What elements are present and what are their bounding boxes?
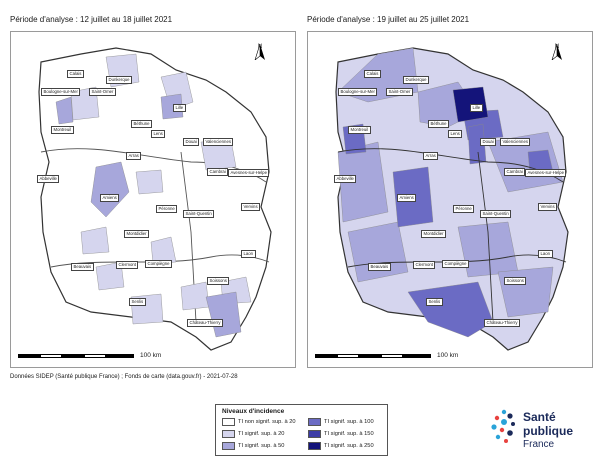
city-label: Compiègne bbox=[145, 260, 172, 268]
city-label: Abbeville bbox=[334, 175, 357, 183]
city-label: Château-Thierry bbox=[187, 319, 224, 327]
city-label: Boulogne-sur-Mer bbox=[338, 88, 378, 96]
scale-label-left: 100 km bbox=[140, 352, 162, 359]
city-label: Lille bbox=[470, 104, 483, 112]
city-label: Boulogne-sur-Mer bbox=[41, 88, 81, 96]
legend-swatch bbox=[308, 442, 321, 450]
city-label: Montreuil bbox=[51, 126, 74, 134]
city-label: Lens bbox=[151, 130, 166, 138]
scale-bar-left bbox=[18, 354, 134, 358]
city-label: Cambrai bbox=[207, 168, 229, 176]
north-arrow-right: N bbox=[550, 44, 564, 60]
legend: Niveaux d'incidence TI non signif. sup. … bbox=[215, 404, 388, 456]
city-label: Péronne bbox=[453, 205, 475, 213]
city-label: Valenciennes bbox=[203, 138, 234, 146]
city-label: Saint-Omer bbox=[386, 88, 413, 96]
city-label: Saint-Omer bbox=[89, 88, 116, 96]
city-label: Valenciennes bbox=[500, 138, 531, 146]
legend-swatch bbox=[222, 430, 235, 438]
logo-line-1: Santé bbox=[523, 410, 556, 424]
legend-swatch bbox=[222, 418, 235, 426]
city-label: Saint-Quentin bbox=[480, 210, 512, 218]
region-shape-right bbox=[335, 47, 569, 351]
city-label: Vervins bbox=[241, 203, 261, 211]
city-label: Montdidier bbox=[124, 230, 150, 238]
logo-line-2: publique bbox=[523, 424, 573, 438]
map-left: N Calais Dunkerque Boulogne-sur-Mer Sain… bbox=[10, 31, 296, 368]
north-arrow-left: N bbox=[253, 44, 267, 60]
city-label: Laon bbox=[538, 250, 553, 258]
city-label: Beauvais bbox=[71, 263, 94, 271]
map-title-right: Période d'analyse : 19 juillet au 25 jui… bbox=[307, 15, 470, 24]
city-label: Douai bbox=[480, 138, 497, 146]
logo-dots-icon bbox=[491, 409, 515, 443]
city-label: Péronne bbox=[156, 205, 178, 213]
city-label: Lens bbox=[448, 130, 463, 138]
city-label: Senlis bbox=[129, 298, 146, 306]
legend-swatch bbox=[308, 430, 321, 438]
legend-item: TI non signif. sup. à 20 bbox=[222, 418, 296, 426]
city-label: Cambrai bbox=[504, 168, 526, 176]
city-label: Abbeville bbox=[37, 175, 60, 183]
source-note: Données SIDEP (Santé publique France) ; … bbox=[10, 374, 238, 380]
city-label: Soissons bbox=[504, 277, 527, 285]
north-arrow-icon bbox=[254, 44, 265, 60]
city-label: Douai bbox=[183, 138, 200, 146]
city-label: Lille bbox=[173, 104, 186, 112]
north-arrow-icon bbox=[551, 44, 562, 60]
city-label: Montreuil bbox=[348, 126, 371, 134]
city-label: Dunkerque bbox=[403, 76, 430, 84]
legend-item: TI signif. sup. à 150 bbox=[308, 430, 374, 438]
city-label: Compiègne bbox=[442, 260, 469, 268]
map-title-left: Période d'analyse : 12 juillet au 18 jui… bbox=[10, 15, 173, 24]
city-label: Senlis bbox=[426, 298, 443, 306]
sante-publique-logo: Santé publique France bbox=[488, 408, 598, 456]
city-label: Calais bbox=[364, 70, 381, 78]
city-label: Dunkerque bbox=[106, 76, 133, 84]
city-label: Soissons bbox=[207, 277, 230, 285]
city-label: Calais bbox=[67, 70, 84, 78]
legend-item: TI signif. sup. à 100 bbox=[308, 418, 374, 426]
city-label: Arras bbox=[126, 152, 142, 160]
city-label: Clermont bbox=[116, 261, 139, 269]
legend-item: TI signif. sup. à 250 bbox=[308, 442, 374, 450]
map-right: N Calais Dunkerque Boulogne-sur-Mer Sain… bbox=[307, 31, 593, 368]
legend-item: TI signif. sup. à 20 bbox=[222, 430, 284, 438]
city-label: Amiens bbox=[397, 194, 417, 202]
city-label: Beauvais bbox=[368, 263, 391, 271]
city-label: Arras bbox=[423, 152, 439, 160]
city-label: Béthune bbox=[428, 120, 450, 128]
scale-label-right: 100 km bbox=[437, 352, 459, 359]
city-label: Vervins bbox=[538, 203, 558, 211]
logo-line-3: France bbox=[523, 439, 555, 450]
legend-swatch bbox=[222, 442, 235, 450]
legend-item: TI signif. sup. à 50 bbox=[222, 442, 284, 450]
region-shape-left bbox=[38, 47, 272, 351]
city-label: Saint-Quentin bbox=[183, 210, 215, 218]
legend-title: Niveaux d'incidence bbox=[222, 408, 285, 415]
city-label: Béthune bbox=[131, 120, 153, 128]
city-label: Amiens bbox=[100, 194, 120, 202]
city-label: Laon bbox=[241, 250, 256, 258]
city-label: Avesnes-sur-Helpe bbox=[228, 169, 270, 177]
city-label: Avesnes-sur-Helpe bbox=[525, 169, 567, 177]
city-label: Clermont bbox=[413, 261, 436, 269]
city-label: Château-Thierry bbox=[484, 319, 521, 327]
scale-bar-right bbox=[315, 354, 431, 358]
city-label: Montdidier bbox=[421, 230, 447, 238]
legend-swatch bbox=[308, 418, 321, 426]
